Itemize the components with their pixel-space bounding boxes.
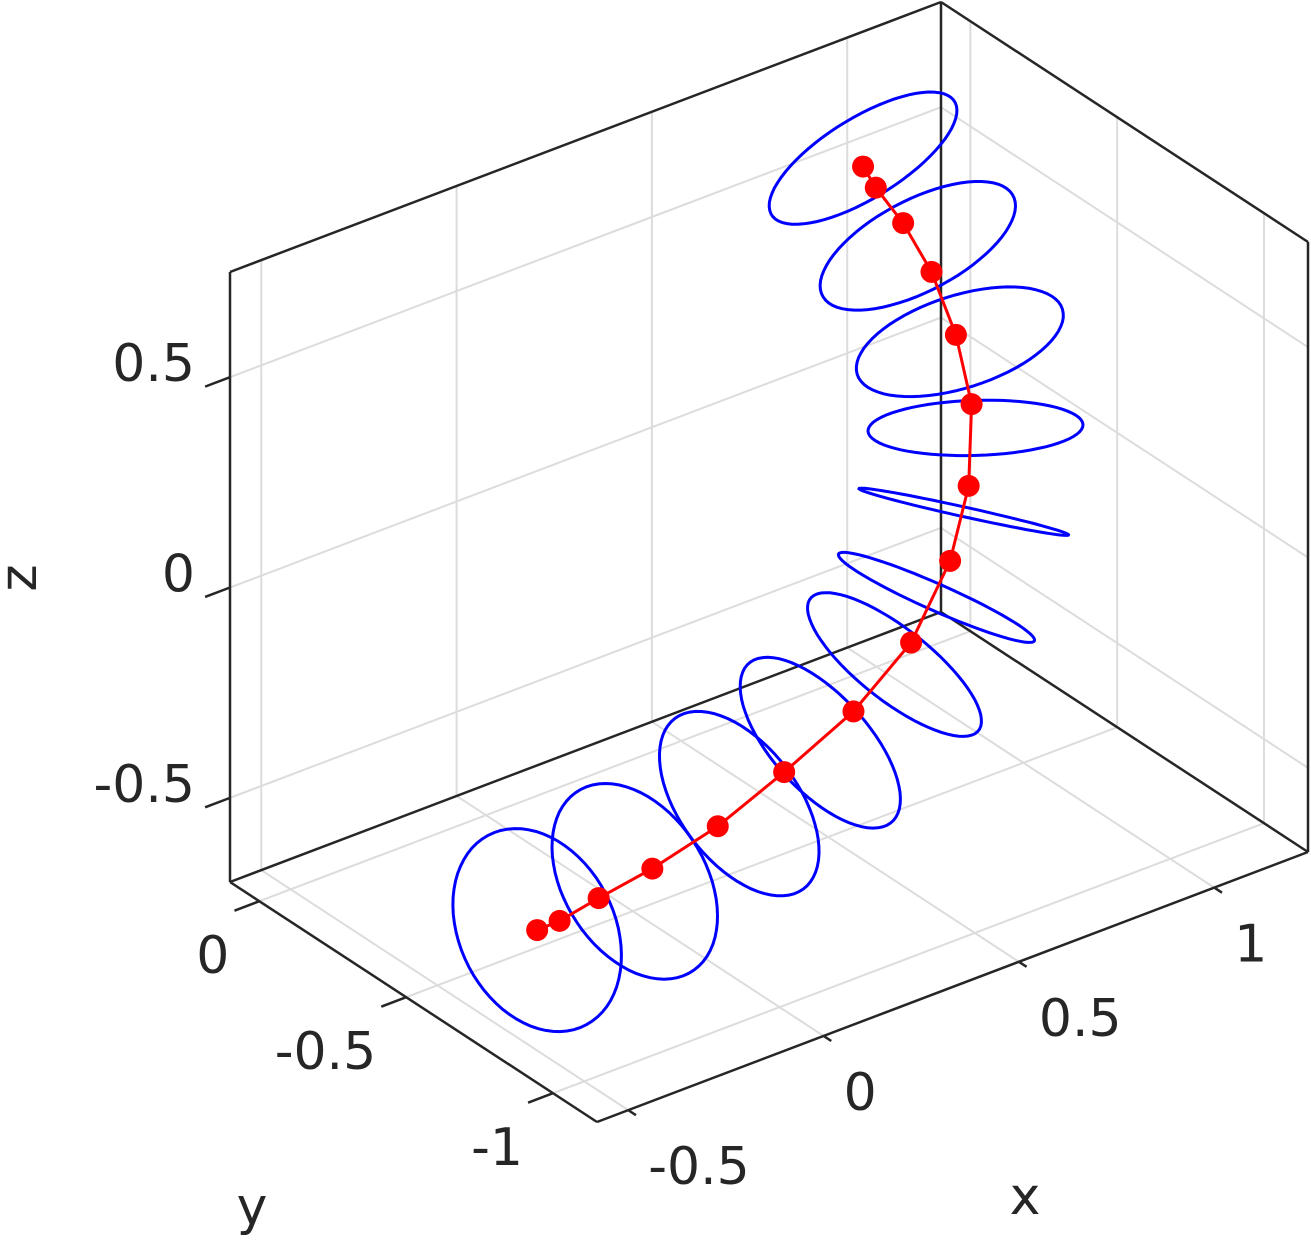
z-tick-label: -0.5 bbox=[94, 755, 195, 815]
ring bbox=[451, 827, 623, 1034]
y-tick-label: -1 bbox=[471, 1118, 523, 1178]
curve-point bbox=[706, 815, 729, 838]
grid-line bbox=[940, 106, 1309, 349]
z-axis-label: z bbox=[0, 564, 49, 591]
grid-line bbox=[940, 316, 1309, 559]
axis-box-edge bbox=[940, 0, 1309, 244]
curve-point bbox=[587, 887, 610, 910]
z-tick-label: 0.5 bbox=[112, 334, 195, 394]
ring bbox=[806, 591, 983, 738]
curve-point bbox=[641, 857, 664, 880]
axis-box-edge bbox=[940, 610, 1309, 854]
y-tick-label: -0.5 bbox=[275, 1022, 376, 1082]
grid-line bbox=[229, 316, 942, 589]
x-tick bbox=[822, 1034, 832, 1043]
x-tick-label: 1 bbox=[1234, 915, 1267, 975]
y-tick-label: 0 bbox=[196, 926, 229, 986]
curve-point bbox=[864, 176, 887, 199]
ring bbox=[738, 655, 902, 830]
grid-line bbox=[940, 527, 1309, 769]
x-tick bbox=[1018, 960, 1028, 968]
grid-line bbox=[456, 795, 825, 1037]
curve-point bbox=[920, 260, 943, 283]
ring bbox=[550, 781, 719, 981]
x-tick-label: 0 bbox=[844, 1063, 877, 1123]
curve-point bbox=[526, 919, 549, 942]
curve-point bbox=[939, 549, 962, 572]
ring bbox=[657, 709, 821, 898]
z-tick-label: 0 bbox=[162, 545, 195, 605]
z-tick bbox=[204, 586, 231, 599]
grid-line bbox=[229, 526, 942, 799]
grid-line bbox=[405, 726, 1118, 999]
curve-point bbox=[957, 474, 980, 497]
grid-line bbox=[846, 646, 1215, 889]
x-tick-label: -0.5 bbox=[648, 1137, 749, 1197]
axis-box-edge bbox=[596, 850, 1309, 1124]
curve-point bbox=[852, 155, 875, 178]
axis-box-edge bbox=[229, 880, 598, 1124]
ring bbox=[818, 180, 1018, 312]
axis-box-edge bbox=[229, 0, 942, 274]
curve-point bbox=[900, 631, 923, 654]
grid-line bbox=[552, 822, 1265, 1095]
curve-point bbox=[892, 212, 915, 235]
curve-line bbox=[536, 165, 974, 932]
y-tick bbox=[380, 996, 407, 1008]
y-axis-label: y bbox=[237, 1177, 268, 1237]
curve-point bbox=[842, 700, 865, 723]
grid-line bbox=[229, 106, 942, 379]
curve-point bbox=[960, 393, 983, 416]
z-tick bbox=[204, 796, 231, 809]
z-tick bbox=[204, 376, 231, 388]
grid-line bbox=[651, 720, 1020, 963]
curve-point bbox=[773, 761, 796, 784]
axis-box-edge bbox=[229, 610, 942, 884]
ring bbox=[857, 486, 1071, 537]
x-tick-label: 0.5 bbox=[1039, 989, 1122, 1049]
y-tick bbox=[527, 1092, 554, 1104]
grid-line bbox=[260, 869, 629, 1111]
curve-point bbox=[944, 323, 967, 346]
ring bbox=[854, 285, 1065, 399]
ring bbox=[836, 550, 1036, 644]
curve-point bbox=[548, 909, 571, 932]
ring bbox=[866, 398, 1085, 458]
x-axis-label: x bbox=[1010, 1167, 1041, 1227]
ring bbox=[767, 90, 959, 226]
x-tick bbox=[627, 1109, 637, 1117]
x-tick bbox=[1213, 886, 1223, 894]
y-tick bbox=[234, 900, 260, 912]
